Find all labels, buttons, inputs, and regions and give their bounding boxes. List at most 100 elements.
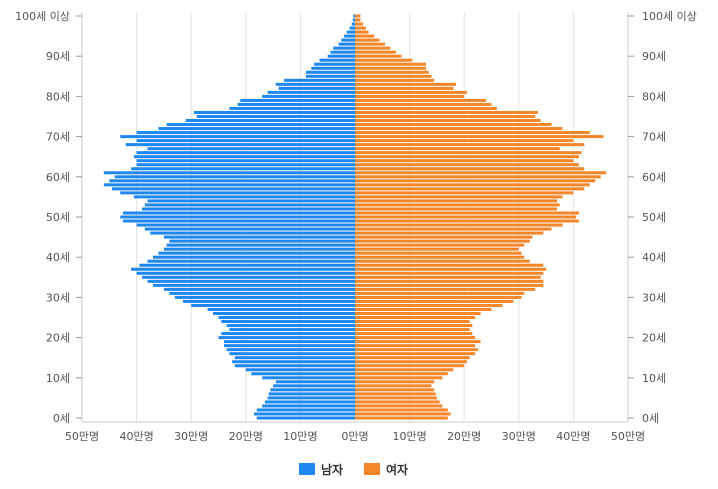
bar-male[interactable] [341, 38, 355, 42]
bar-male[interactable] [166, 243, 355, 247]
bar-female[interactable] [355, 62, 426, 66]
bar-male[interactable] [103, 171, 355, 175]
bar-male[interactable] [136, 131, 355, 135]
bar-male[interactable] [120, 135, 355, 139]
bar-male[interactable] [122, 211, 355, 215]
bar-female[interactable] [355, 384, 432, 388]
bar-female[interactable] [355, 227, 552, 231]
bar-male[interactable] [229, 352, 355, 356]
bar-male[interactable] [319, 58, 355, 62]
legend-label-female[interactable]: 여자 [386, 462, 408, 477]
bar-female[interactable] [355, 54, 402, 58]
bar-male[interactable] [147, 147, 355, 151]
bar-male[interactable] [131, 267, 355, 271]
bar-male[interactable] [136, 151, 355, 155]
bar-female[interactable] [355, 412, 451, 416]
bar-female[interactable] [355, 123, 552, 127]
bar-female[interactable] [355, 143, 585, 147]
bar-female[interactable] [355, 34, 375, 38]
bar-female[interactable] [355, 114, 536, 119]
bar-male[interactable] [136, 271, 355, 275]
bar-male[interactable] [262, 376, 355, 380]
bar-male[interactable] [218, 336, 356, 340]
bar-female[interactable] [355, 283, 544, 287]
bar-female[interactable] [355, 235, 533, 239]
bar-female[interactable] [355, 303, 503, 307]
bar-female[interactable] [355, 332, 473, 336]
bar-male[interactable] [327, 54, 355, 58]
bar-female[interactable] [355, 352, 476, 356]
bar-female[interactable] [355, 416, 448, 420]
bar-male[interactable] [351, 22, 355, 26]
bar-male[interactable] [267, 90, 355, 94]
bar-female[interactable] [355, 360, 467, 364]
legend-swatch-male[interactable] [299, 463, 315, 475]
bar-male[interactable] [152, 283, 355, 287]
bar-male[interactable] [268, 392, 355, 396]
bar-female[interactable] [355, 291, 525, 295]
bar-male[interactable] [352, 18, 355, 22]
bar-female[interactable] [355, 78, 435, 82]
bar-female[interactable] [355, 223, 563, 227]
bar-male[interactable] [344, 34, 355, 38]
bar-male[interactable] [142, 275, 355, 279]
bar-female[interactable] [355, 175, 601, 179]
bar-female[interactable] [355, 247, 519, 251]
bar-female[interactable] [355, 307, 492, 311]
bar-male[interactable] [136, 163, 355, 167]
bar-male[interactable] [262, 94, 355, 98]
bar-male[interactable] [275, 82, 355, 86]
bar-male[interactable] [147, 259, 355, 263]
bar-male[interactable] [237, 102, 355, 106]
bar-female[interactable] [355, 231, 544, 235]
bar-female[interactable] [355, 26, 366, 30]
bar-female[interactable] [355, 243, 525, 247]
bar-male[interactable] [346, 30, 355, 34]
bar-female[interactable] [355, 70, 429, 74]
bar-male[interactable] [226, 348, 355, 352]
bar-female[interactable] [355, 139, 574, 143]
bar-female[interactable] [355, 400, 440, 404]
bar-male[interactable] [150, 231, 355, 235]
bar-female[interactable] [355, 147, 560, 151]
bar-male[interactable] [147, 199, 355, 203]
bar-female[interactable] [355, 106, 497, 110]
bar-female[interactable] [355, 380, 435, 384]
bar-female[interactable] [355, 159, 574, 163]
bar-male[interactable] [314, 62, 355, 66]
bar-male[interactable] [163, 235, 355, 239]
bar-male[interactable] [256, 408, 355, 412]
bar-female[interactable] [355, 356, 470, 360]
bar-female[interactable] [355, 195, 563, 199]
bar-female[interactable] [355, 183, 590, 187]
bar-female[interactable] [355, 187, 585, 191]
bar-female[interactable] [355, 22, 364, 26]
bar-male[interactable] [305, 70, 355, 74]
bar-male[interactable] [112, 187, 355, 191]
bar-male[interactable] [311, 66, 355, 70]
bar-female[interactable] [355, 392, 436, 396]
bar-female[interactable] [355, 320, 470, 324]
bar-female[interactable] [355, 50, 396, 54]
bar-male[interactable] [353, 14, 355, 18]
bar-male[interactable] [142, 207, 355, 211]
bar-male[interactable] [139, 263, 355, 267]
bar-male[interactable] [163, 247, 355, 251]
bar-female[interactable] [355, 155, 579, 159]
bar-female[interactable] [355, 267, 547, 271]
bar-male[interactable] [144, 227, 355, 231]
bar-female[interactable] [355, 311, 481, 315]
bar-male[interactable] [158, 127, 355, 131]
bar-male[interactable] [131, 167, 355, 171]
bar-male[interactable] [185, 119, 355, 123]
bar-female[interactable] [355, 30, 369, 34]
bar-male[interactable] [125, 143, 356, 147]
bar-female[interactable] [355, 263, 544, 267]
bar-male[interactable] [166, 123, 355, 127]
bar-female[interactable] [355, 38, 380, 42]
bar-male[interactable] [262, 404, 355, 408]
bar-male[interactable] [232, 360, 355, 364]
bar-male[interactable] [275, 380, 355, 384]
bar-female[interactable] [355, 66, 426, 70]
bar-female[interactable] [355, 163, 579, 167]
